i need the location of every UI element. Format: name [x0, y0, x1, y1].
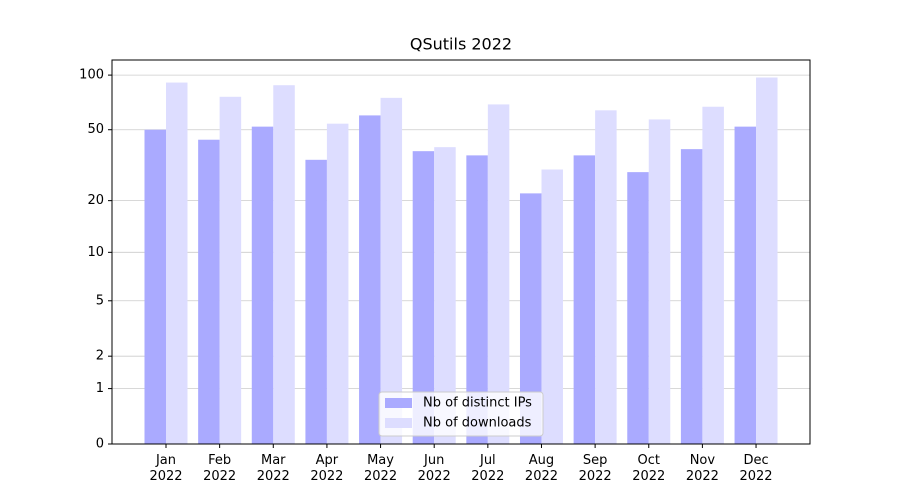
x-tick-label: Mar 2022: [256, 453, 290, 484]
x-tick-label: Jun 2022: [417, 453, 451, 484]
bar: [273, 85, 295, 444]
bar: [219, 96, 242, 444]
y-tick-label: 50: [87, 122, 104, 137]
bar: [756, 77, 778, 445]
bar: [380, 97, 403, 444]
x-tick-label: Sep 2022: [578, 453, 612, 484]
legend-swatch: [385, 418, 412, 428]
x-tick-label: Feb 2022: [203, 453, 237, 484]
y-tick-label: 2: [96, 349, 104, 364]
bar: [466, 155, 488, 445]
bar: [412, 151, 435, 444]
x-tick-label: Oct 2022: [632, 453, 666, 484]
x-tick-label: May 2022: [364, 453, 398, 484]
bar: [734, 126, 757, 444]
bar: [487, 104, 510, 444]
bar: [166, 82, 188, 445]
legend-swatch: [385, 398, 412, 408]
legend: Nb of distinct IPs Nb of downloads: [378, 391, 544, 437]
x-tick-label: Jul 2022: [471, 453, 505, 484]
y-tick-label: 1: [96, 381, 104, 396]
y-tick-label: 10: [87, 245, 104, 260]
legend-box: [378, 391, 544, 437]
x-tick-label: Aug 2022: [524, 453, 559, 484]
bar: [326, 123, 349, 445]
bar: [595, 110, 617, 444]
bar: [648, 119, 671, 444]
plot-frame: [111, 59, 811, 445]
y-tick-label: 100: [79, 68, 104, 83]
x-tick-label: Apr 2022: [310, 453, 344, 484]
bar: [573, 155, 596, 445]
bar: [680, 149, 703, 444]
bar: [359, 115, 381, 444]
x-tick-label: Nov 2022: [685, 453, 719, 484]
bar: [702, 106, 724, 444]
y-tick-label: 5: [96, 293, 104, 308]
bar: [541, 169, 563, 444]
chart-title: QSutils 2022: [410, 35, 512, 54]
legend-label: Nb of downloads: [423, 416, 532, 431]
y-tick-label: 0: [96, 437, 104, 452]
x-tick-label: Jan 2022: [149, 453, 183, 484]
legend-label: Nb of distinct IPs: [423, 396, 532, 411]
bar: [519, 193, 542, 444]
bar: [627, 172, 649, 444]
y-tick-label: 20: [87, 193, 104, 208]
bar: [198, 139, 220, 444]
x-tick-label: Dec 2022: [739, 453, 773, 484]
bar: [305, 159, 327, 444]
bar: [251, 126, 274, 444]
bar: [434, 147, 456, 444]
bar: [144, 129, 166, 444]
